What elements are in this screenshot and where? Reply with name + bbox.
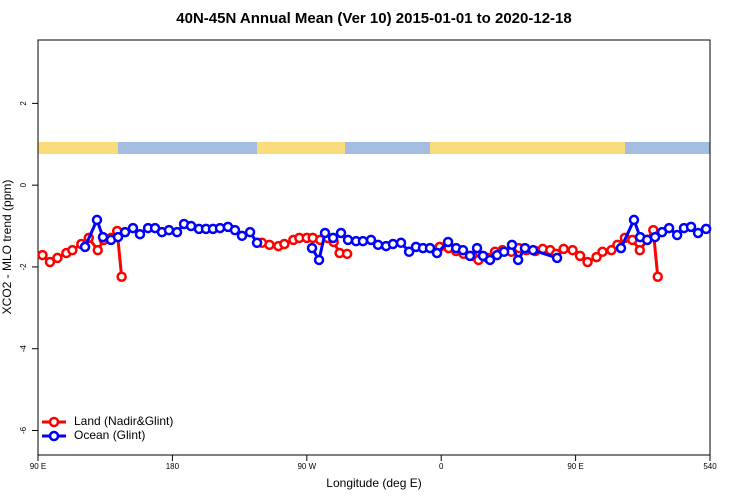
land-ocean-strip <box>38 142 710 154</box>
x-axis-label: Longitude (deg E) <box>326 476 421 490</box>
data-point <box>236 230 248 242</box>
data-point <box>464 250 476 262</box>
data-point <box>357 235 369 247</box>
data-point <box>615 242 627 254</box>
data-point <box>519 242 531 254</box>
x-tick-label: 90 E <box>30 462 46 471</box>
data-point <box>558 243 569 255</box>
x-tick-label: 540 <box>703 462 717 471</box>
data-point <box>335 227 347 239</box>
data-point <box>92 244 103 256</box>
data-point <box>663 222 675 234</box>
data-point <box>471 242 483 254</box>
data-point <box>112 231 124 243</box>
land-band <box>430 142 625 154</box>
data-point <box>52 252 63 264</box>
data-point <box>306 242 318 254</box>
plot-frame <box>37 39 711 456</box>
data-point <box>424 242 436 254</box>
data-point <box>652 271 663 282</box>
data-point <box>319 227 331 239</box>
y-tick-label: -4 <box>19 345 28 353</box>
data-point <box>649 231 661 243</box>
legend-label: Ocean (Glint) <box>74 428 145 442</box>
x-tick-label: 180 <box>166 462 180 471</box>
y-tick-label: 0 <box>19 182 28 187</box>
y-tick-label: -2 <box>19 263 28 271</box>
data-point <box>387 238 399 250</box>
data-point <box>91 214 103 226</box>
data-point <box>395 237 407 249</box>
data-point <box>341 248 353 260</box>
data-point <box>244 226 256 238</box>
data-point <box>498 246 510 258</box>
y-axis-label: XCO2 - MLO trend (ppm) <box>0 180 14 315</box>
data-point <box>403 246 415 258</box>
data-point <box>313 254 325 266</box>
legend-label: Land (Nadir&Glint) <box>74 414 173 428</box>
data-point <box>365 234 377 246</box>
data-point <box>431 247 443 259</box>
data-point <box>567 244 578 256</box>
data-point <box>457 244 469 256</box>
data-point <box>163 224 175 236</box>
x-tick-label: 90 E <box>567 462 583 471</box>
data-point <box>506 239 518 251</box>
x-tick-label: 90 W <box>297 462 316 471</box>
x-tick-label: 0 <box>439 462 444 471</box>
data-point <box>97 231 109 243</box>
data-point <box>442 236 454 248</box>
data-point <box>279 238 290 250</box>
data-point <box>597 246 608 258</box>
data-point <box>229 224 241 236</box>
data-point <box>671 229 683 241</box>
data-point <box>171 226 183 238</box>
legend-marker <box>48 430 60 442</box>
data-point <box>634 244 646 256</box>
y-tick-label: 2 <box>19 101 28 106</box>
data-point <box>551 252 563 264</box>
data-point <box>44 256 56 268</box>
data-point <box>116 271 127 282</box>
data-point <box>251 237 263 249</box>
land-band <box>38 142 118 154</box>
data-point <box>484 254 496 266</box>
land-band <box>257 142 345 154</box>
data-point <box>342 234 354 246</box>
y-tick-label: -6 <box>19 426 28 434</box>
data-point <box>685 221 697 233</box>
legend-marker <box>48 416 60 428</box>
data-point <box>134 228 146 240</box>
data-point <box>527 244 539 256</box>
data-point <box>574 250 586 262</box>
data-point <box>214 222 226 234</box>
data-point <box>119 226 131 238</box>
data-point <box>512 254 524 266</box>
data-point <box>67 244 78 256</box>
data-point <box>327 232 339 244</box>
data-point <box>37 249 48 261</box>
data-point <box>372 239 384 251</box>
data-point <box>79 241 91 253</box>
data-point <box>692 227 704 239</box>
data-point <box>127 222 139 234</box>
data-point <box>582 256 593 268</box>
data-point <box>700 223 712 235</box>
data-point <box>628 214 640 226</box>
data-point <box>264 239 275 251</box>
chart-title: 40N-45N Annual Mean (Ver 10) 2015-01-01 … <box>176 10 571 27</box>
